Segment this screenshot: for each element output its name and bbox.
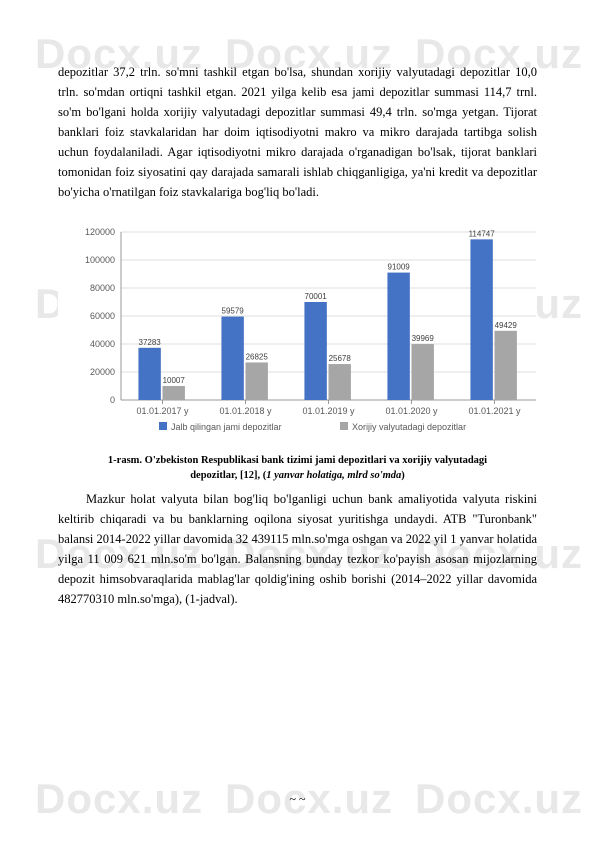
svg-text:120000: 120000 <box>85 227 115 237</box>
watermark: Docx.uz <box>225 775 393 823</box>
svg-text:37283: 37283 <box>139 338 162 347</box>
svg-text:39969: 39969 <box>412 334 435 343</box>
svg-text:10007: 10007 <box>163 376 186 385</box>
svg-text:114747: 114747 <box>469 229 496 238</box>
caption-line2-suffix: ) <box>401 470 405 481</box>
caption-line2-italic: 1 yanvar holatiga, mlrd so'mda <box>266 470 401 481</box>
page-number: ~ ~ <box>290 792 306 807</box>
svg-text:100000: 100000 <box>85 255 115 265</box>
svg-text:70001: 70001 <box>305 292 328 301</box>
caption-line2-prefix: depozitlar, [12], ( <box>190 470 266 481</box>
svg-text:Xorijiy valyutadagi depozitlar: Xorijiy valyutadagi depozitlar <box>352 422 466 432</box>
caption-line1: 1-rasm. O'zbekiston Respublikasi bank ti… <box>108 455 487 466</box>
svg-text:20000: 20000 <box>90 367 115 377</box>
svg-text:01.01.2017 y: 01.01.2017 y <box>136 406 189 416</box>
svg-text:01.01.2018 y: 01.01.2018 y <box>219 406 272 416</box>
svg-text:91009: 91009 <box>388 263 411 272</box>
chart-container: 0 20000 40000 60000 80000 100000 120000 37283 10… <box>58 216 537 448</box>
figure-caption: 1-rasm. O'zbekiston Respublikasi bank ti… <box>58 454 537 483</box>
svg-text:49429: 49429 <box>495 321 518 330</box>
page-content: depozitlar 37,2 trln. so'mni tashkil etg… <box>0 0 595 649</box>
deposits-bar-chart: 0 20000 40000 60000 80000 100000 120000 37283 10… <box>66 222 544 442</box>
svg-text:26825: 26825 <box>246 352 269 361</box>
body-paragraph-1: depozitlar 37,2 trln. so'mni tashkil etg… <box>58 62 537 202</box>
watermark: Docx.uz <box>35 775 203 823</box>
watermark: Docx.uz <box>415 775 583 823</box>
svg-text:40000: 40000 <box>90 339 115 349</box>
svg-text:01.01.2019 y: 01.01.2019 y <box>302 406 355 416</box>
svg-text:01.01.2020 y: 01.01.2020 y <box>385 406 438 416</box>
svg-text:80000: 80000 <box>90 283 115 293</box>
svg-text:0: 0 <box>110 395 115 405</box>
svg-text:Jalb qilingan jami depozitlar: Jalb qilingan jami depozitlar <box>171 422 282 432</box>
svg-text:25678: 25678 <box>329 354 352 363</box>
svg-text:59579: 59579 <box>222 307 245 316</box>
body-paragraph-2: Mazkur holat valyuta bilan bog'liq bo'lg… <box>58 489 537 609</box>
svg-text:60000: 60000 <box>90 311 115 321</box>
svg-text:01.01.2021 y: 01.01.2021 y <box>468 406 521 416</box>
